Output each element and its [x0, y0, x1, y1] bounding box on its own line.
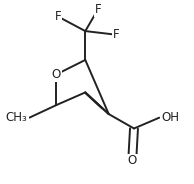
- Text: O: O: [52, 68, 61, 81]
- Text: O: O: [128, 154, 137, 167]
- Text: OH: OH: [161, 111, 179, 124]
- Text: F: F: [55, 10, 61, 23]
- Text: CH₃: CH₃: [6, 111, 28, 124]
- Text: F: F: [95, 3, 101, 16]
- Text: F: F: [113, 28, 119, 41]
